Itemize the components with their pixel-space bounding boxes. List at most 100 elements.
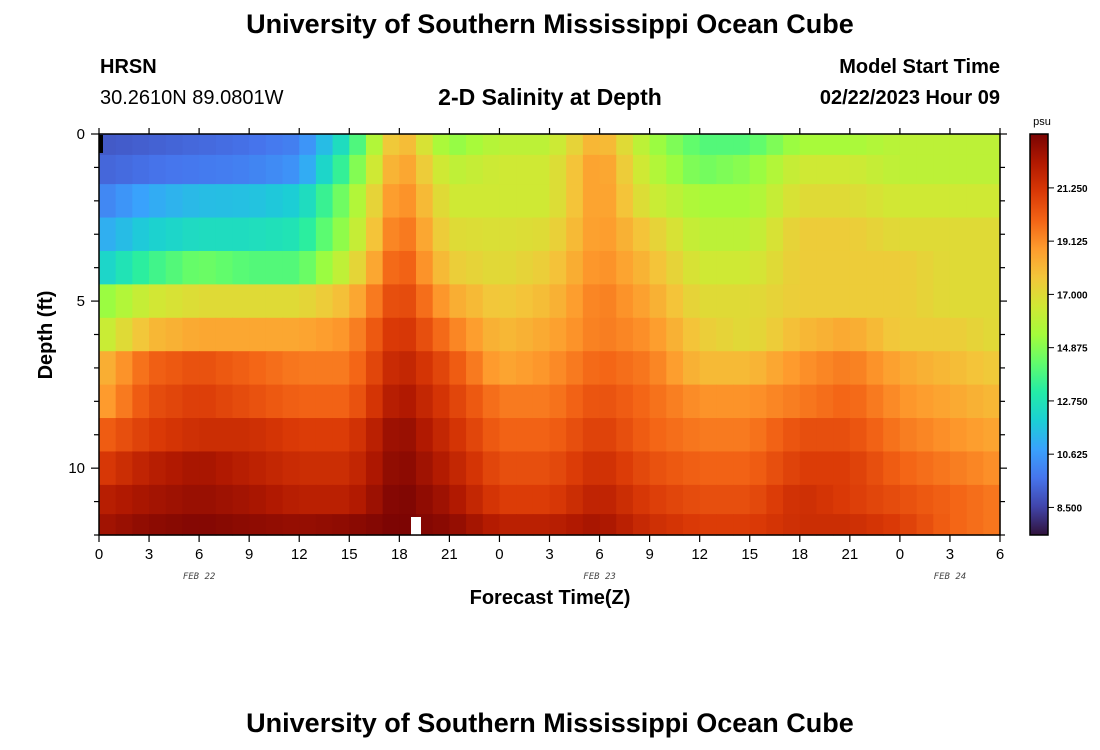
heatmap-cell (916, 484, 934, 515)
heatmap-cell (616, 317, 634, 352)
heatmap-cell (99, 217, 117, 252)
station-name: HRSN (100, 56, 157, 78)
heatmap-cell (949, 134, 968, 156)
heatmap-cell (666, 217, 684, 252)
heatmap-cell (783, 154, 801, 185)
heatmap-cell (349, 134, 367, 156)
heatmap-cell (532, 250, 551, 285)
heatmap-cell (349, 184, 367, 219)
heatmap-cell (566, 284, 584, 319)
heatmap-cell (916, 418, 934, 453)
heatmap-cell (466, 217, 484, 252)
heatmap-cell (632, 217, 651, 252)
heatmap-cell (783, 184, 801, 219)
heatmap-cell (382, 184, 400, 219)
heatmap-cell (783, 284, 801, 319)
heatmap-cell (916, 217, 934, 252)
heatmap-cell (899, 134, 918, 156)
heatmap-cell (482, 154, 501, 185)
heatmap-cell (182, 418, 200, 453)
heatmap-cell (949, 451, 968, 486)
heatmap-cell (416, 317, 434, 352)
heatmap-cell (399, 184, 417, 219)
heatmap-cell (282, 134, 300, 156)
y-axis: 0 5 10 (68, 126, 1007, 536)
heatmap-cell (883, 384, 901, 419)
heatmap-cell (632, 184, 651, 219)
heatmap-cell (983, 317, 1001, 352)
heatmap-cell (899, 484, 918, 515)
heatmap-cell (783, 451, 801, 486)
salinity-heatmap-figure: 0 3 6 9 12 15 18 21 0 3 6 9 12 15 18 21 0 3 6 FEB 22 FEB 23 F… (35, 116, 1088, 609)
heatmap-cell (132, 134, 150, 156)
heatmap-cell (649, 484, 667, 515)
heatmap-cell (799, 451, 818, 486)
heatmap-cell (582, 418, 601, 453)
x-tick-label: 6 (195, 546, 203, 563)
time-marker (411, 517, 421, 535)
heatmap-cell (482, 134, 501, 156)
heatmap-cell (432, 184, 450, 219)
heatmap-cell (883, 484, 901, 515)
heatmap-cell (115, 317, 133, 352)
heatmap-cell (382, 284, 400, 319)
heatmap-cell (849, 184, 868, 219)
heatmap-cell (432, 250, 450, 285)
heatmap-cell (282, 250, 300, 285)
heatmap-cell (866, 514, 884, 536)
heatmap-cell (499, 134, 517, 156)
model-start-time: 02/22/2023 Hour 09 (819, 87, 1000, 109)
heatmap-cell (432, 418, 450, 453)
heatmap-cell (165, 284, 184, 319)
heatmap-cell (499, 284, 517, 319)
heatmap-cell (349, 284, 367, 319)
heatmap-cell (182, 154, 200, 185)
heatmap-cell (899, 384, 918, 419)
heatmap-cell (566, 514, 584, 536)
heatmap-cell (599, 514, 617, 536)
heatmap-cell (282, 284, 300, 319)
heatmap-cell (766, 250, 784, 285)
heatmap-cell (432, 351, 450, 386)
heatmap-cell (566, 134, 584, 156)
heatmap-cell (199, 351, 217, 386)
heatmap-cell (933, 284, 951, 319)
heatmap-cell (783, 317, 801, 352)
heatmap-cell (733, 250, 751, 285)
heatmap-cell (883, 284, 901, 319)
heatmap-cell (933, 451, 951, 486)
heatmap-cell (666, 250, 684, 285)
heatmap-cell (482, 351, 501, 386)
heatmap-cell (582, 134, 601, 156)
heatmap-cell (783, 484, 801, 515)
heatmap-cell (799, 351, 818, 386)
heatmap-cell (733, 451, 751, 486)
heatmap-cell (866, 284, 884, 319)
heatmap-cell (966, 514, 984, 536)
heatmap-cell (833, 451, 851, 486)
heatmap-cell (899, 154, 918, 185)
heatmap-cell (883, 134, 901, 156)
station-coordinates: 30.2610N 89.0801W (100, 87, 284, 109)
heatmap-cell (349, 317, 367, 352)
heatmap-cell (816, 134, 834, 156)
heatmap-cell (466, 384, 484, 419)
colorbar (1029, 133, 1049, 536)
heatmap-cell (816, 317, 834, 352)
heatmap-cell (416, 418, 434, 453)
heatmap-cell (849, 384, 868, 419)
heatmap-cell (299, 418, 317, 453)
heatmap-cell (682, 514, 701, 536)
heatmap-cell (365, 351, 384, 386)
heatmap-cell (599, 250, 617, 285)
heatmap-cell (365, 384, 384, 419)
heatmap-cell (933, 250, 951, 285)
heatmap-cell (199, 484, 217, 515)
heatmap-cell (866, 154, 884, 185)
heatmap-cell (666, 154, 684, 185)
heatmap-cell (883, 154, 901, 185)
heatmap-cell (132, 484, 150, 515)
heatmap-cell (666, 351, 684, 386)
heatmap-cell (482, 418, 501, 453)
heatmap-cell (582, 351, 601, 386)
